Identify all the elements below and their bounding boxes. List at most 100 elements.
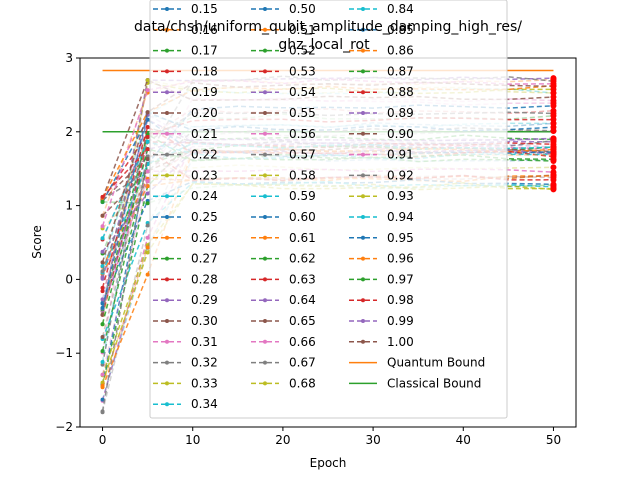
legend-label: 0.23	[191, 168, 218, 182]
legend-marker	[263, 27, 267, 32]
legend-marker	[263, 360, 267, 365]
legend-label: 0.33	[191, 376, 218, 390]
legend-marker	[165, 152, 169, 157]
data-point	[100, 397, 105, 402]
data-point	[145, 245, 150, 250]
final-point-marker	[550, 135, 557, 142]
data-point	[145, 134, 150, 139]
legend-label: 0.98	[387, 293, 414, 307]
final-point-marker	[550, 151, 557, 158]
legend-marker	[165, 235, 169, 240]
legend-box	[149, 0, 508, 419]
data-point	[100, 360, 105, 365]
legend-label: 0.66	[289, 335, 316, 349]
legend-marker	[263, 256, 267, 261]
legend-label: 0.59	[289, 189, 316, 203]
legend-marker	[361, 215, 365, 219]
y-tick-label: 3	[65, 51, 73, 65]
data-point	[100, 194, 105, 199]
legend-marker	[165, 256, 169, 261]
legend-label: 0.62	[289, 252, 316, 266]
legend-marker	[361, 256, 365, 261]
data-point	[145, 201, 150, 206]
legend-marker	[165, 319, 169, 323]
legend-label: 0.99	[387, 314, 414, 328]
legend-label: 0.21	[191, 127, 218, 141]
legend-label: 0.96	[387, 252, 414, 266]
x-tick-label: 0	[99, 433, 107, 447]
final-point-marker	[550, 124, 557, 131]
legend-marker	[361, 69, 365, 74]
final-point-marker	[550, 102, 557, 109]
legend-marker	[165, 194, 169, 199]
data-point	[145, 272, 150, 277]
legend-marker	[165, 277, 169, 282]
data-point	[100, 305, 105, 310]
data-point	[145, 78, 150, 83]
legend-label: 0.88	[387, 85, 414, 99]
final-point-marker	[550, 97, 557, 104]
legend-label: 0.68	[289, 376, 316, 390]
data-point	[145, 88, 150, 93]
legend-marker	[361, 339, 365, 344]
final-point-marker	[550, 176, 557, 183]
y-tick-label: −1	[55, 346, 73, 360]
data-point	[145, 179, 150, 184]
legend-label: 0.27	[191, 252, 218, 266]
data-point	[100, 297, 105, 302]
data-point	[100, 289, 105, 294]
legend-marker	[165, 381, 169, 386]
legend-label: 0.86	[387, 44, 414, 58]
legend-label: 0.58	[289, 168, 316, 182]
legend-marker	[165, 173, 169, 178]
data-point	[145, 147, 150, 152]
x-tick-label: 20	[275, 433, 290, 447]
legend-marker	[165, 48, 169, 53]
legend-marker	[165, 215, 169, 219]
legend-label: 0.61	[289, 231, 316, 245]
legend-label: 0.25	[191, 210, 218, 224]
legend-label: 0.24	[191, 189, 218, 203]
chart-title-line-2: ghz_local_rot	[278, 37, 370, 53]
legend-label: 0.29	[191, 293, 218, 307]
data-point	[100, 380, 105, 385]
data-point	[145, 124, 150, 129]
legend-marker	[361, 111, 365, 115]
legend-label: 0.34	[191, 397, 218, 411]
legend-label: 0.54	[289, 85, 316, 99]
legend-label: 0.67	[289, 356, 316, 370]
legend-marker	[361, 90, 365, 95]
legend-marker	[165, 90, 169, 95]
final-point-marker	[550, 89, 557, 96]
legend-marker	[361, 48, 365, 53]
legend-label: 0.87	[387, 64, 414, 78]
x-tick-label: 40	[456, 433, 471, 447]
legend-marker	[263, 131, 267, 136]
y-tick-label: 2	[65, 125, 73, 139]
legend-label: 0.51	[289, 23, 316, 37]
legend-marker	[361, 131, 365, 136]
data-point	[100, 224, 105, 229]
data-point	[100, 236, 105, 241]
legend-marker	[263, 90, 267, 95]
legend-label: 0.56	[289, 127, 316, 141]
x-tick-label: 10	[185, 433, 200, 447]
legend-label: 0.28	[191, 272, 218, 286]
y-axis-label: Score	[30, 225, 44, 259]
data-point	[100, 322, 105, 327]
final-point-marker	[550, 83, 557, 90]
data-point	[100, 312, 105, 317]
legend-label: 1.00	[387, 335, 414, 349]
data-point	[100, 269, 105, 274]
legend-label: 0.17	[191, 44, 218, 58]
legend-marker	[263, 194, 267, 199]
legend-marker	[165, 339, 169, 344]
legend-marker	[165, 69, 169, 74]
data-point	[145, 110, 150, 115]
legend-marker	[263, 69, 267, 74]
legend-marker	[263, 277, 267, 282]
legend-marker	[165, 27, 169, 32]
legend-marker	[361, 277, 365, 282]
legend-label: 0.31	[191, 335, 218, 349]
